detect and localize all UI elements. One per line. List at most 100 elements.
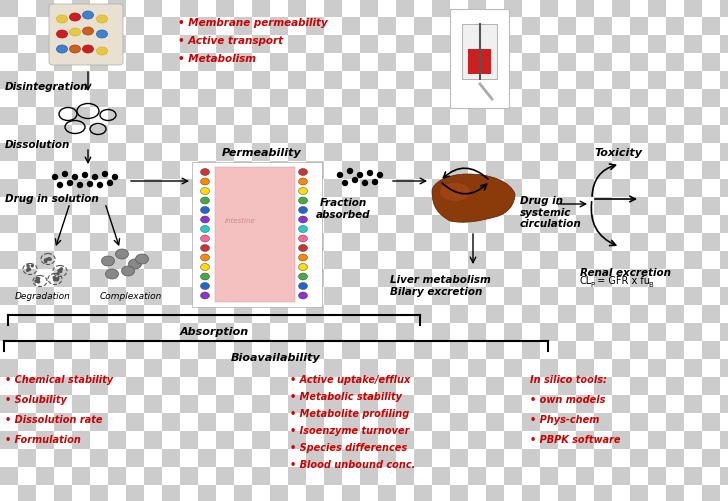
Bar [450, 18, 468, 36]
Text: • own models: • own models [530, 394, 606, 404]
Bar [306, 36, 324, 54]
Bar [558, 90, 576, 108]
Bar [252, 54, 270, 72]
Bar [288, 341, 306, 359]
Bar [576, 341, 594, 359]
Bar [558, 341, 576, 359]
Bar [306, 449, 324, 467]
Bar [306, 252, 324, 270]
Bar [630, 108, 648, 126]
Bar [126, 54, 144, 72]
Circle shape [73, 175, 77, 180]
Bar [702, 252, 720, 270]
Bar [684, 72, 702, 90]
Ellipse shape [116, 249, 129, 260]
Bar [360, 431, 378, 449]
Bar [630, 144, 648, 162]
Bar [72, 252, 90, 270]
Bar [612, 197, 630, 215]
Bar [234, 215, 252, 233]
Bar [234, 252, 252, 270]
Bar [324, 144, 342, 162]
Bar [378, 162, 396, 180]
Circle shape [368, 171, 373, 176]
Bar [342, 108, 360, 126]
Bar [90, 126, 108, 144]
Bar [666, 54, 684, 72]
Bar [252, 431, 270, 449]
Circle shape [28, 269, 30, 271]
Bar [432, 341, 450, 359]
Bar [90, 197, 108, 215]
Bar [36, 197, 54, 215]
Bar [576, 197, 594, 215]
Bar [468, 449, 486, 467]
Bar [234, 323, 252, 341]
Ellipse shape [129, 260, 141, 270]
Bar [306, 288, 324, 306]
Bar [180, 485, 198, 501]
Bar [666, 180, 684, 197]
Bar [486, 413, 504, 431]
Bar [594, 252, 612, 270]
Bar [90, 467, 108, 485]
Bar [252, 108, 270, 126]
Bar [54, 215, 72, 233]
Bar [270, 485, 288, 501]
Bar [324, 485, 342, 501]
Bar [486, 288, 504, 306]
Bar [36, 467, 54, 485]
Bar [612, 126, 630, 144]
Bar [144, 215, 162, 233]
Bar [72, 413, 90, 431]
Circle shape [347, 169, 352, 174]
Ellipse shape [69, 46, 81, 54]
Bar [198, 215, 216, 233]
Bar [288, 72, 306, 90]
Circle shape [82, 173, 87, 178]
Bar [576, 126, 594, 144]
Bar [54, 288, 72, 306]
Bar [432, 467, 450, 485]
Bar [666, 126, 684, 144]
Bar [612, 323, 630, 341]
Bar [162, 449, 180, 467]
Bar [252, 252, 270, 270]
Bar [684, 233, 702, 252]
Bar [306, 180, 324, 197]
Bar [0, 359, 18, 377]
Bar [378, 108, 396, 126]
Bar [378, 323, 396, 341]
Bar [108, 323, 126, 341]
Bar [90, 323, 108, 341]
Bar [288, 90, 306, 108]
Bar [504, 413, 522, 431]
Bar [648, 72, 666, 90]
Bar [450, 215, 468, 233]
Bar [54, 197, 72, 215]
Ellipse shape [298, 235, 307, 242]
Bar [576, 72, 594, 90]
Bar [648, 108, 666, 126]
Bar [0, 144, 18, 162]
Bar [720, 215, 728, 233]
Bar [540, 252, 558, 270]
Bar [594, 449, 612, 467]
Bar [522, 215, 540, 233]
Bar [216, 359, 234, 377]
Bar [18, 288, 36, 306]
Bar [180, 449, 198, 467]
Bar [252, 90, 270, 108]
Ellipse shape [200, 197, 210, 204]
Bar [594, 180, 612, 197]
Bar [396, 467, 414, 485]
Bar [144, 54, 162, 72]
Bar [0, 126, 18, 144]
Bar [666, 18, 684, 36]
Bar [108, 431, 126, 449]
Bar [522, 341, 540, 359]
Bar [270, 233, 288, 252]
Bar [468, 180, 486, 197]
Bar [162, 0, 180, 18]
Bar [0, 233, 18, 252]
